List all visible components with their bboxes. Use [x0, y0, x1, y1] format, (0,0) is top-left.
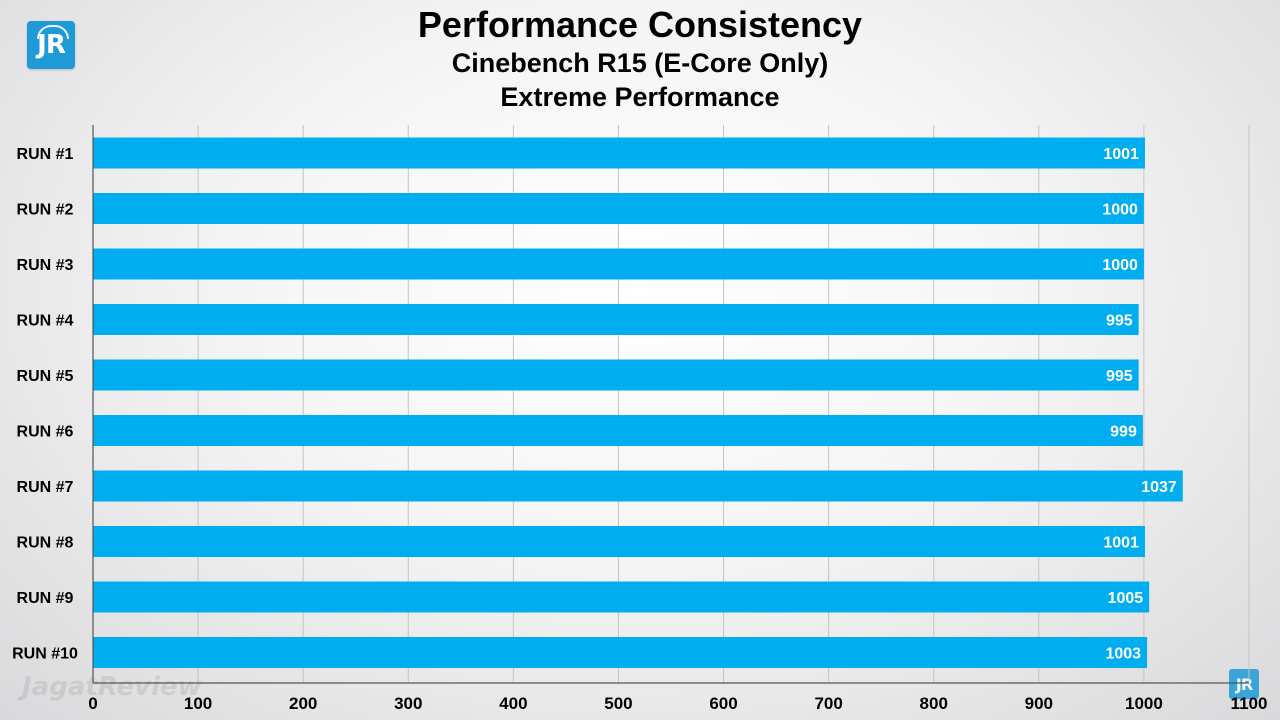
chart-title-block: Performance Consistency Cinebench R15 (E…	[0, 4, 1280, 114]
value-label-5: 995	[1106, 368, 1133, 385]
bar-8	[93, 526, 1145, 557]
value-label-6: 999	[1110, 424, 1137, 441]
chart-subtitle-line-2: Extreme Performance	[500, 82, 780, 112]
bar-4	[93, 304, 1139, 335]
value-label-2: 1000	[1102, 202, 1138, 219]
watermark-text: JagatReview	[22, 672, 202, 702]
category-label-4: RUN #4	[17, 313, 74, 330]
category-label-8: RUN #8	[17, 535, 74, 552]
x-tick-label-1: 100	[184, 694, 212, 713]
bar-2	[93, 193, 1144, 224]
x-tick-label-0: 0	[88, 694, 97, 713]
value-label-3: 1000	[1102, 257, 1138, 274]
category-label-6: RUN #6	[17, 424, 74, 441]
category-label-9: RUN #9	[17, 590, 74, 607]
x-tick-label-11: 1100	[1231, 694, 1268, 713]
x-tick-label-8: 800	[920, 694, 948, 713]
x-tick-label-2: 200	[289, 694, 317, 713]
x-tick-label-10: 1000	[1125, 694, 1163, 713]
bar-5	[93, 359, 1139, 391]
category-label-1: RUN #1	[17, 146, 74, 163]
category-label-5: RUN #5	[17, 368, 74, 385]
x-tick-label-5: 500	[604, 694, 632, 713]
value-label-8: 1001	[1103, 535, 1139, 552]
x-tick-label-7: 700	[814, 694, 842, 713]
category-label-3: RUN #3	[17, 257, 74, 274]
jr-logo: JR	[27, 21, 75, 69]
value-label-4: 995	[1106, 313, 1133, 330]
chart-title: Performance Consistency	[417, 4, 863, 45]
x-tick-label-3: 300	[394, 694, 422, 713]
bar-10	[93, 637, 1148, 668]
value-label-1: 1001	[1103, 146, 1139, 163]
x-tick-label-6: 600	[709, 694, 737, 713]
value-label-9: 1005	[1108, 590, 1144, 607]
x-tick-label-9: 900	[1025, 694, 1053, 713]
x-tick-label-4: 400	[499, 694, 527, 713]
category-label-7: RUN #7	[17, 479, 74, 496]
chart-subtitle-line-1: Cinebench R15 (E-Core Only)	[451, 48, 829, 78]
category-label-2: RUN #2	[17, 202, 74, 219]
bar-3	[93, 248, 1144, 280]
bar-7	[93, 470, 1183, 502]
bar-9	[93, 581, 1150, 613]
bar-6	[93, 415, 1143, 446]
value-label-10: 1003	[1105, 646, 1141, 663]
category-label-10: RUN #10	[12, 646, 78, 663]
bar-1	[93, 137, 1145, 169]
value-label-7: 1037	[1141, 479, 1177, 496]
